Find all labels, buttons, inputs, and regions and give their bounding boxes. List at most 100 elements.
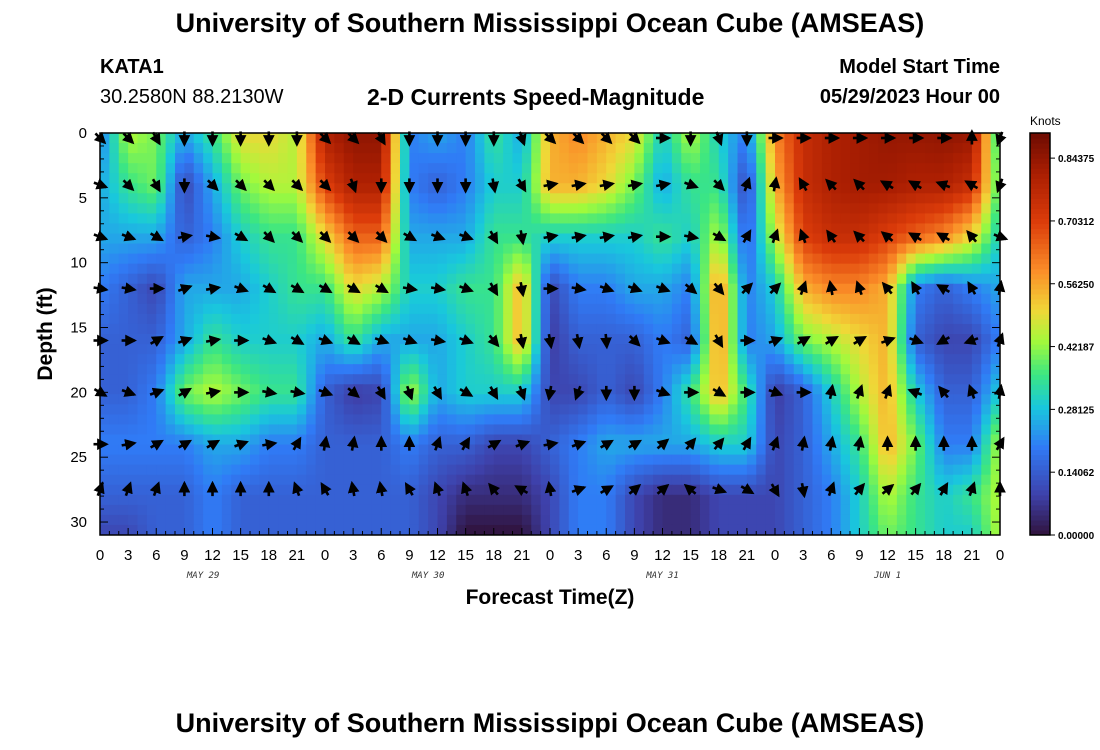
heatmap-cell xyxy=(475,153,485,164)
heatmap-cell xyxy=(137,273,148,285)
heatmap-cell xyxy=(428,524,439,535)
heatmap-cell xyxy=(278,344,289,355)
heatmap-cell xyxy=(175,293,185,305)
heatmap-cell xyxy=(390,133,401,144)
heatmap-cell xyxy=(906,374,917,385)
heatmap-cell xyxy=(465,253,476,265)
heatmap-cell xyxy=(662,223,673,235)
heatmap-cell xyxy=(550,273,560,285)
heatmap-cell xyxy=(521,263,532,275)
heatmap-cell xyxy=(681,293,692,305)
heatmap-cell xyxy=(925,414,935,426)
heatmap-cell xyxy=(493,524,504,535)
heatmap-cell xyxy=(962,504,973,516)
heatmap-cell xyxy=(887,374,898,385)
heatmap-cell xyxy=(175,263,185,275)
heatmap-cell xyxy=(390,374,401,385)
heatmap-cell xyxy=(906,163,917,174)
heatmap-cell xyxy=(568,263,579,275)
heatmap-cell xyxy=(850,193,860,204)
heatmap-cell xyxy=(850,303,860,315)
heatmap-cell xyxy=(896,494,907,506)
heatmap-cell xyxy=(840,323,851,335)
heatmap-cell xyxy=(962,404,973,415)
heatmap-cell xyxy=(390,313,401,325)
heatmap-cell xyxy=(915,444,926,456)
current-arrow xyxy=(290,386,306,398)
heatmap-cell xyxy=(934,163,945,174)
heatmap-cell xyxy=(240,394,251,405)
current-arrow xyxy=(628,483,642,496)
heatmap-cell xyxy=(418,313,429,325)
heatmap-cell xyxy=(587,273,598,285)
current-arrow xyxy=(936,232,951,244)
heatmap-cell xyxy=(437,434,448,446)
heatmap-cell xyxy=(990,404,1000,415)
heatmap-cell xyxy=(625,514,635,526)
heatmap-cell xyxy=(925,434,935,446)
heatmap-cell xyxy=(943,203,954,214)
heatmap-cell xyxy=(512,504,523,516)
heatmap-cell xyxy=(193,293,204,305)
heatmap-cell xyxy=(100,323,110,335)
heatmap-cell xyxy=(409,374,420,385)
heatmap-cell xyxy=(578,293,589,305)
colorbar-segment xyxy=(1030,449,1050,456)
heatmap-cell xyxy=(128,153,139,164)
heatmap-cell xyxy=(503,384,514,395)
heatmap-cell xyxy=(381,203,392,214)
heatmap-cell xyxy=(250,263,260,275)
heatmap-cell xyxy=(371,374,382,385)
heatmap-cell xyxy=(418,464,429,476)
heatmap-cell xyxy=(962,263,973,275)
heatmap-cell xyxy=(756,153,767,164)
heatmap-cell xyxy=(540,313,551,325)
heatmap-cell xyxy=(906,223,917,235)
heatmap-cell xyxy=(878,223,889,235)
heatmap-cell xyxy=(559,253,570,265)
heatmap-cell xyxy=(840,524,851,535)
heatmap-cell xyxy=(100,273,110,285)
heatmap-cell xyxy=(446,494,457,506)
heatmap-cell xyxy=(306,193,317,204)
heatmap-cell xyxy=(371,263,382,275)
heatmap-cell xyxy=(662,323,673,335)
heatmap-cell xyxy=(475,133,485,144)
heatmap-cell xyxy=(934,494,945,506)
heatmap-cell xyxy=(803,504,814,516)
heatmap-cell xyxy=(465,293,476,305)
heatmap-cell xyxy=(240,263,251,275)
heatmap-cell xyxy=(193,514,204,526)
heatmap-cell xyxy=(606,494,617,506)
heatmap-cell xyxy=(493,253,504,265)
heatmap-cell xyxy=(362,253,373,265)
heatmap-cell xyxy=(915,434,926,446)
heatmap-cell xyxy=(503,484,514,496)
heatmap-cell xyxy=(212,514,223,526)
heatmap-cell xyxy=(587,434,598,446)
heatmap-cell xyxy=(709,344,720,355)
heatmap-cell xyxy=(381,414,392,426)
heatmap-cell xyxy=(146,464,157,476)
heatmap-cell xyxy=(362,193,373,204)
heatmap-cell xyxy=(484,253,495,265)
heatmap-cell xyxy=(793,454,804,466)
heatmap-cell xyxy=(784,434,795,446)
heatmap-cell xyxy=(784,153,795,164)
heatmap-cell xyxy=(381,153,392,164)
heatmap-cell xyxy=(334,173,345,184)
heatmap-cell xyxy=(175,213,185,225)
heatmap-cell xyxy=(550,414,560,426)
heatmap-cell xyxy=(934,474,945,486)
heatmap-cell xyxy=(118,374,129,385)
heatmap-cell xyxy=(728,454,739,466)
heatmap-cell xyxy=(850,313,860,325)
heatmap-cell xyxy=(390,253,401,265)
heatmap-cell xyxy=(915,163,926,174)
heatmap-cell xyxy=(681,414,692,426)
heatmap-cell xyxy=(484,514,495,526)
heatmap-cell xyxy=(690,524,701,535)
heatmap-cell xyxy=(512,153,523,164)
heatmap-cell xyxy=(568,374,579,385)
heatmap-cell xyxy=(728,303,739,315)
